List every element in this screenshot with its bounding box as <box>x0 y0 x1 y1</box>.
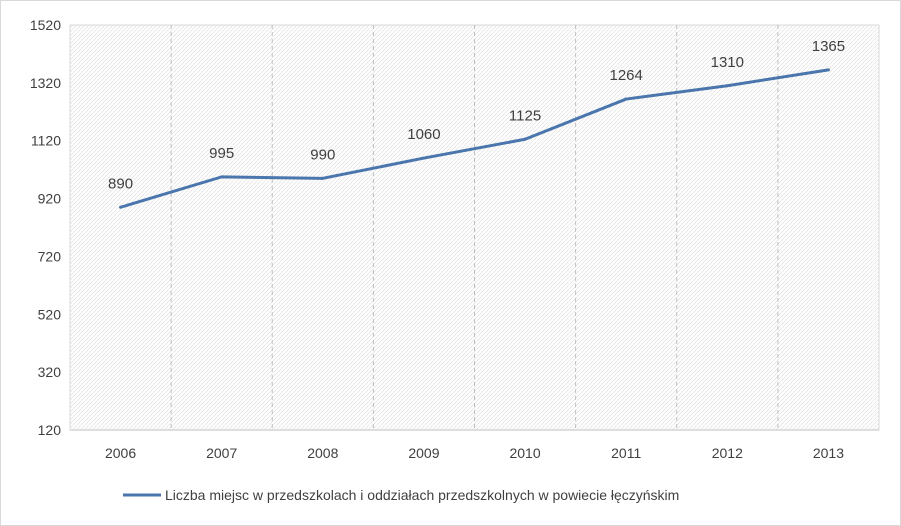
data-point <box>624 97 628 101</box>
legend-label: Liczba miejsc w przedszkolach i oddziała… <box>165 487 679 503</box>
x-tick-label: 2012 <box>712 445 743 461</box>
data-point <box>725 84 729 88</box>
x-tick-label: 2010 <box>509 445 540 461</box>
x-tick-label: 2006 <box>105 445 136 461</box>
y-tick-label: 1520 <box>30 17 61 33</box>
gridlines <box>170 25 779 430</box>
x-tick-label: 2009 <box>408 445 439 461</box>
y-tick-label: 1320 <box>30 75 61 91</box>
y-tick-label: 320 <box>38 364 62 380</box>
y-tick-label: 120 <box>38 422 62 438</box>
x-tick-label: 2011 <box>611 445 641 461</box>
y-tick-label: 520 <box>38 306 62 322</box>
y-tick-label: 720 <box>38 248 62 264</box>
data-point <box>321 176 325 180</box>
x-tick-label: 2008 <box>307 445 338 461</box>
legend: Liczba miejsc w przedszkolach i oddziała… <box>123 487 679 503</box>
data-point <box>220 175 224 179</box>
x-tick-label: 2007 <box>206 445 237 461</box>
data-point <box>523 137 527 141</box>
series-line <box>120 68 829 209</box>
series-layer <box>119 68 830 209</box>
data-label: 1310 <box>711 54 744 71</box>
data-label: 1264 <box>610 67 643 84</box>
data-labels: 890 995 990 1060 1125 1264 1310 1365 <box>108 38 845 192</box>
data-point <box>422 156 426 160</box>
data-label: 1365 <box>812 38 845 55</box>
data-label: 995 <box>209 145 234 162</box>
data-label: 1060 <box>407 126 440 143</box>
data-label: 990 <box>310 146 335 163</box>
x-tick-label: 2013 <box>813 445 844 461</box>
axes: 1520 1320 1120 920 720 520 320 120 2006 2007 2008 2… <box>30 17 879 461</box>
data-label: 1125 <box>509 107 541 124</box>
data-point <box>119 205 123 209</box>
y-tick-label: 920 <box>38 191 62 207</box>
y-tick-label: 1120 <box>31 133 61 149</box>
data-point <box>826 68 830 72</box>
data-label: 890 <box>108 175 133 192</box>
